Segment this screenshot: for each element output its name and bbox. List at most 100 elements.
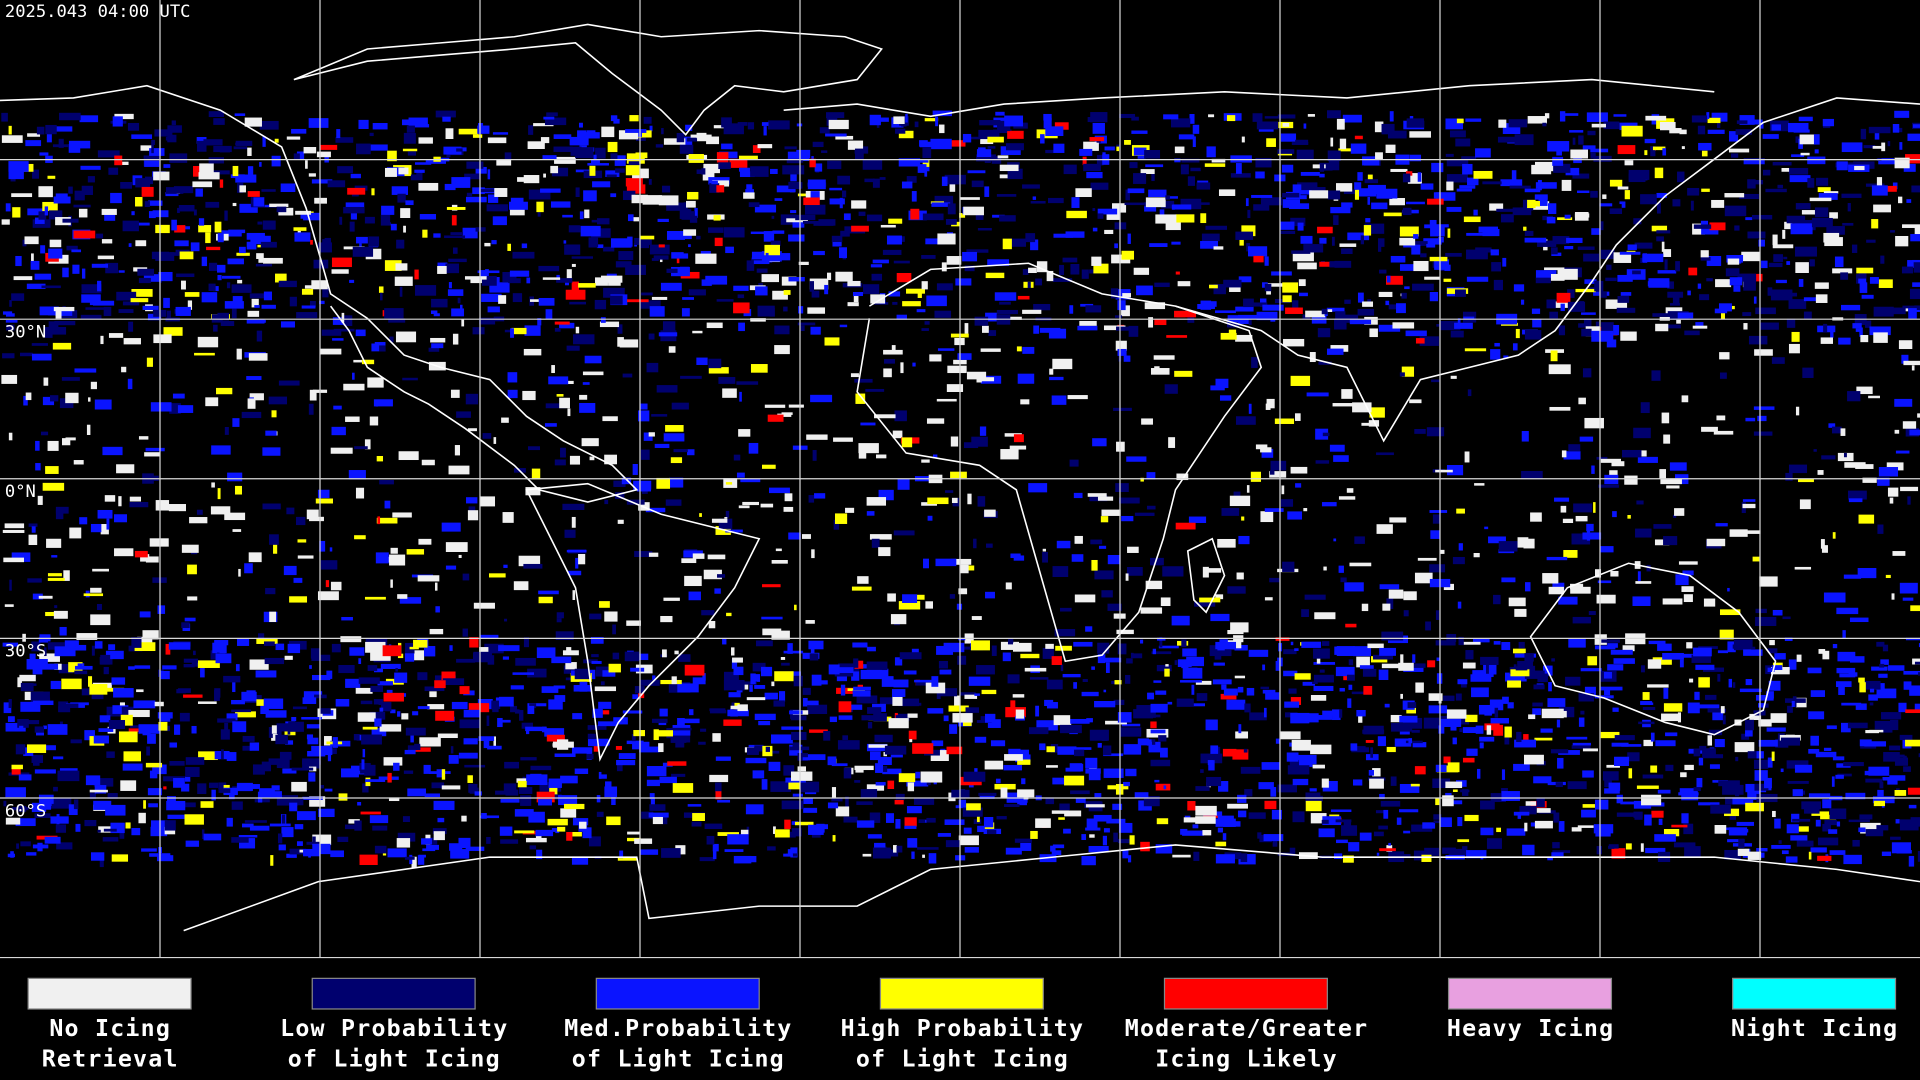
icing-patch <box>1319 669 1325 673</box>
icing-patch <box>373 668 383 673</box>
icing-patch <box>560 775 578 784</box>
icing-patch <box>1894 157 1910 169</box>
icing-patch <box>1431 379 1440 383</box>
icing-patch <box>590 636 604 644</box>
icing-patch <box>1294 754 1317 765</box>
icing-patch <box>781 800 804 810</box>
icing-patch <box>353 734 360 741</box>
icing-patch <box>867 707 882 714</box>
icing-patch <box>618 251 634 261</box>
icing-patch <box>1052 358 1073 370</box>
icing-patch <box>660 282 682 291</box>
icing-patch <box>105 650 124 660</box>
icing-patch <box>428 347 440 352</box>
icing-patch <box>850 373 859 378</box>
icing-patch <box>946 746 963 755</box>
icing-patch <box>261 761 272 772</box>
icing-patch <box>657 218 669 222</box>
icing-patch <box>792 742 800 749</box>
icing-patch <box>880 224 896 228</box>
icing-patch <box>1582 145 1596 150</box>
icing-patch <box>670 457 683 464</box>
icing-patch <box>1906 199 1912 203</box>
icing-patch <box>918 819 926 823</box>
icing-patch <box>548 778 562 788</box>
icing-patch <box>236 782 253 791</box>
icing-patch <box>224 722 229 732</box>
icing-patch <box>1045 149 1054 154</box>
icing-patch <box>543 173 546 178</box>
icing-patch <box>1734 793 1740 797</box>
icing-patch <box>603 287 625 298</box>
icing-patch <box>110 822 125 834</box>
icing-patch <box>277 833 283 844</box>
icing-patch <box>1339 709 1343 718</box>
icing-patch <box>888 291 901 297</box>
icing-patch <box>635 653 649 661</box>
icing-patch <box>201 256 208 267</box>
icing-patch <box>198 751 218 761</box>
icing-patch <box>1281 164 1294 173</box>
icing-patch <box>944 174 966 185</box>
icing-patch <box>1013 434 1024 443</box>
icing-patch <box>801 534 811 539</box>
icing-patch <box>538 297 555 306</box>
icing-patch <box>99 856 104 868</box>
icing-patch <box>674 650 679 655</box>
icing-patch <box>1299 292 1308 297</box>
icing-patch <box>1917 850 1920 862</box>
icing-patch <box>449 843 463 851</box>
icing-patch <box>1117 348 1127 356</box>
icing-patch <box>556 278 573 283</box>
icing-patch <box>1736 120 1748 124</box>
icing-patch <box>1651 225 1668 232</box>
icing-patch <box>1864 770 1875 776</box>
icing-patch <box>418 137 433 144</box>
icing-patch <box>1766 727 1786 732</box>
icing-patch <box>1361 422 1372 426</box>
icing-patch <box>1577 190 1590 194</box>
icing-patch <box>895 793 905 800</box>
icing-patch <box>604 611 618 622</box>
icing-patch <box>863 284 880 295</box>
icing-patch <box>1111 254 1131 264</box>
icing-patch <box>639 300 661 309</box>
icing-patch <box>269 823 291 827</box>
icing-patch <box>1899 582 1918 594</box>
icing-patch <box>974 736 987 743</box>
icing-patch <box>1280 499 1294 507</box>
icing-patch <box>1480 800 1495 810</box>
icing-patch <box>55 824 67 833</box>
icing-patch <box>1260 511 1274 523</box>
icing-patch <box>1 219 10 225</box>
icing-patch <box>68 804 78 816</box>
icing-patch <box>1745 802 1764 812</box>
icing-patch <box>1722 784 1744 795</box>
icing-patch <box>1323 566 1327 571</box>
icing-patch <box>360 700 373 705</box>
icing-patch <box>1151 739 1156 745</box>
icing-patch <box>1480 827 1494 836</box>
icing-patch <box>1907 133 1920 141</box>
icing-patch <box>1548 586 1564 595</box>
icing-patch <box>215 653 232 664</box>
icing-patch <box>68 140 91 149</box>
icing-patch <box>1882 644 1889 652</box>
icing-patch <box>845 704 863 710</box>
icing-patch <box>1678 792 1699 796</box>
icing-patch <box>85 307 105 310</box>
icing-patch <box>57 770 80 782</box>
icing-patch <box>177 207 180 214</box>
icing-patch <box>1074 594 1096 603</box>
icing-patch <box>1379 647 1396 656</box>
icing-patch <box>131 211 135 216</box>
icing-patch <box>189 517 208 524</box>
icing-patch <box>1624 190 1630 200</box>
icing-patch <box>1402 173 1411 183</box>
icing-patch <box>1301 641 1322 648</box>
icing-patch <box>755 640 773 647</box>
icing-patch <box>680 271 700 279</box>
icing-patch <box>1700 250 1709 258</box>
icing-patch <box>1562 518 1574 524</box>
icing-patch <box>662 649 667 658</box>
